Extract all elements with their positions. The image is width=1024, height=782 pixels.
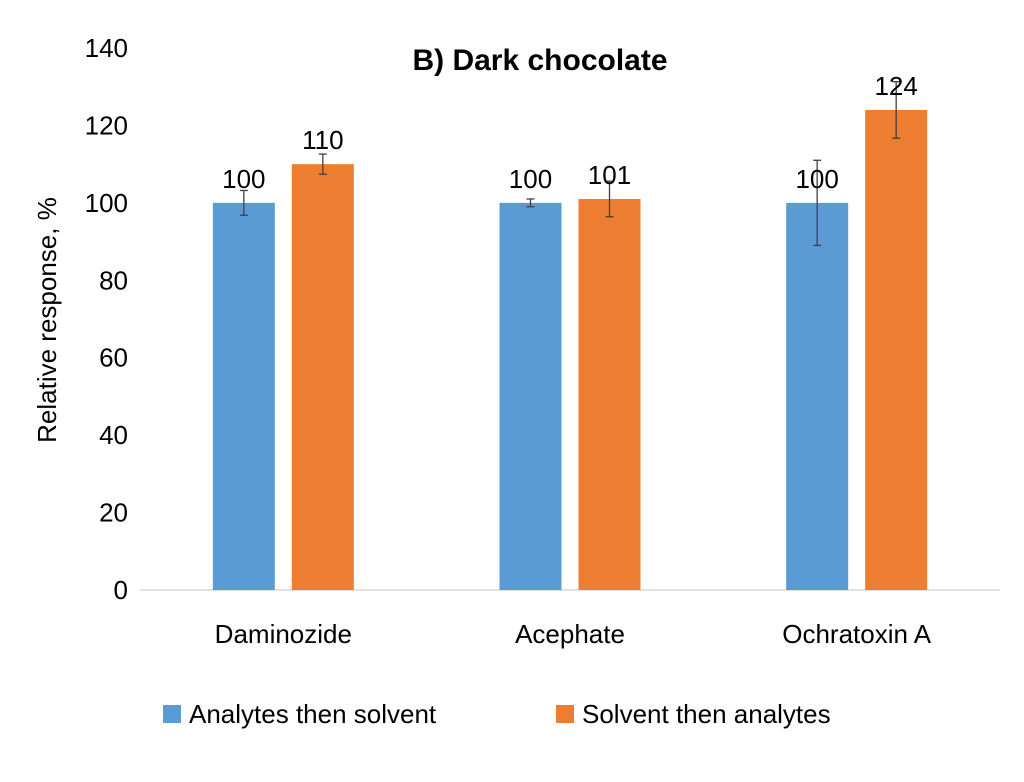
bar-solvent-then-analytes [291, 164, 354, 590]
bar-analytes-then-solvent [786, 202, 849, 590]
bar-analytes-then-solvent [499, 202, 562, 590]
data-label: 100 [222, 164, 265, 194]
x-tick-label: Acephate [515, 619, 625, 649]
data-label: 101 [588, 160, 631, 190]
bar-solvent-then-analytes [578, 198, 641, 590]
legend-label: Solvent then analytes [582, 699, 831, 729]
data-label: 110 [302, 125, 343, 155]
chart-title: B) Dark chocolate [412, 44, 667, 77]
legend-label: Analytes then solvent [189, 699, 437, 729]
data-label: 124 [874, 71, 917, 101]
y-tick-label: 40 [99, 420, 128, 450]
bar-analytes-then-solvent [212, 202, 275, 590]
x-tick-label: Daminozide [215, 619, 352, 649]
x-tick-label: Ochratoxin A [782, 619, 932, 649]
y-tick-label: 0 [114, 575, 128, 605]
legend-swatch [163, 705, 181, 723]
y-tick-label: 60 [99, 343, 128, 373]
y-tick-label: 80 [99, 265, 128, 295]
y-tick-label: 140 [85, 33, 128, 63]
y-tick-label: 100 [85, 188, 128, 218]
legend-swatch [556, 705, 574, 723]
data-label: 100 [509, 164, 552, 194]
data-label: 100 [795, 164, 838, 194]
y-tick-label: 120 [85, 110, 128, 140]
y-tick-label: 20 [99, 498, 128, 528]
y-axis-label: Relative response, % [32, 197, 62, 443]
bar-solvent-then-analytes [865, 109, 928, 590]
